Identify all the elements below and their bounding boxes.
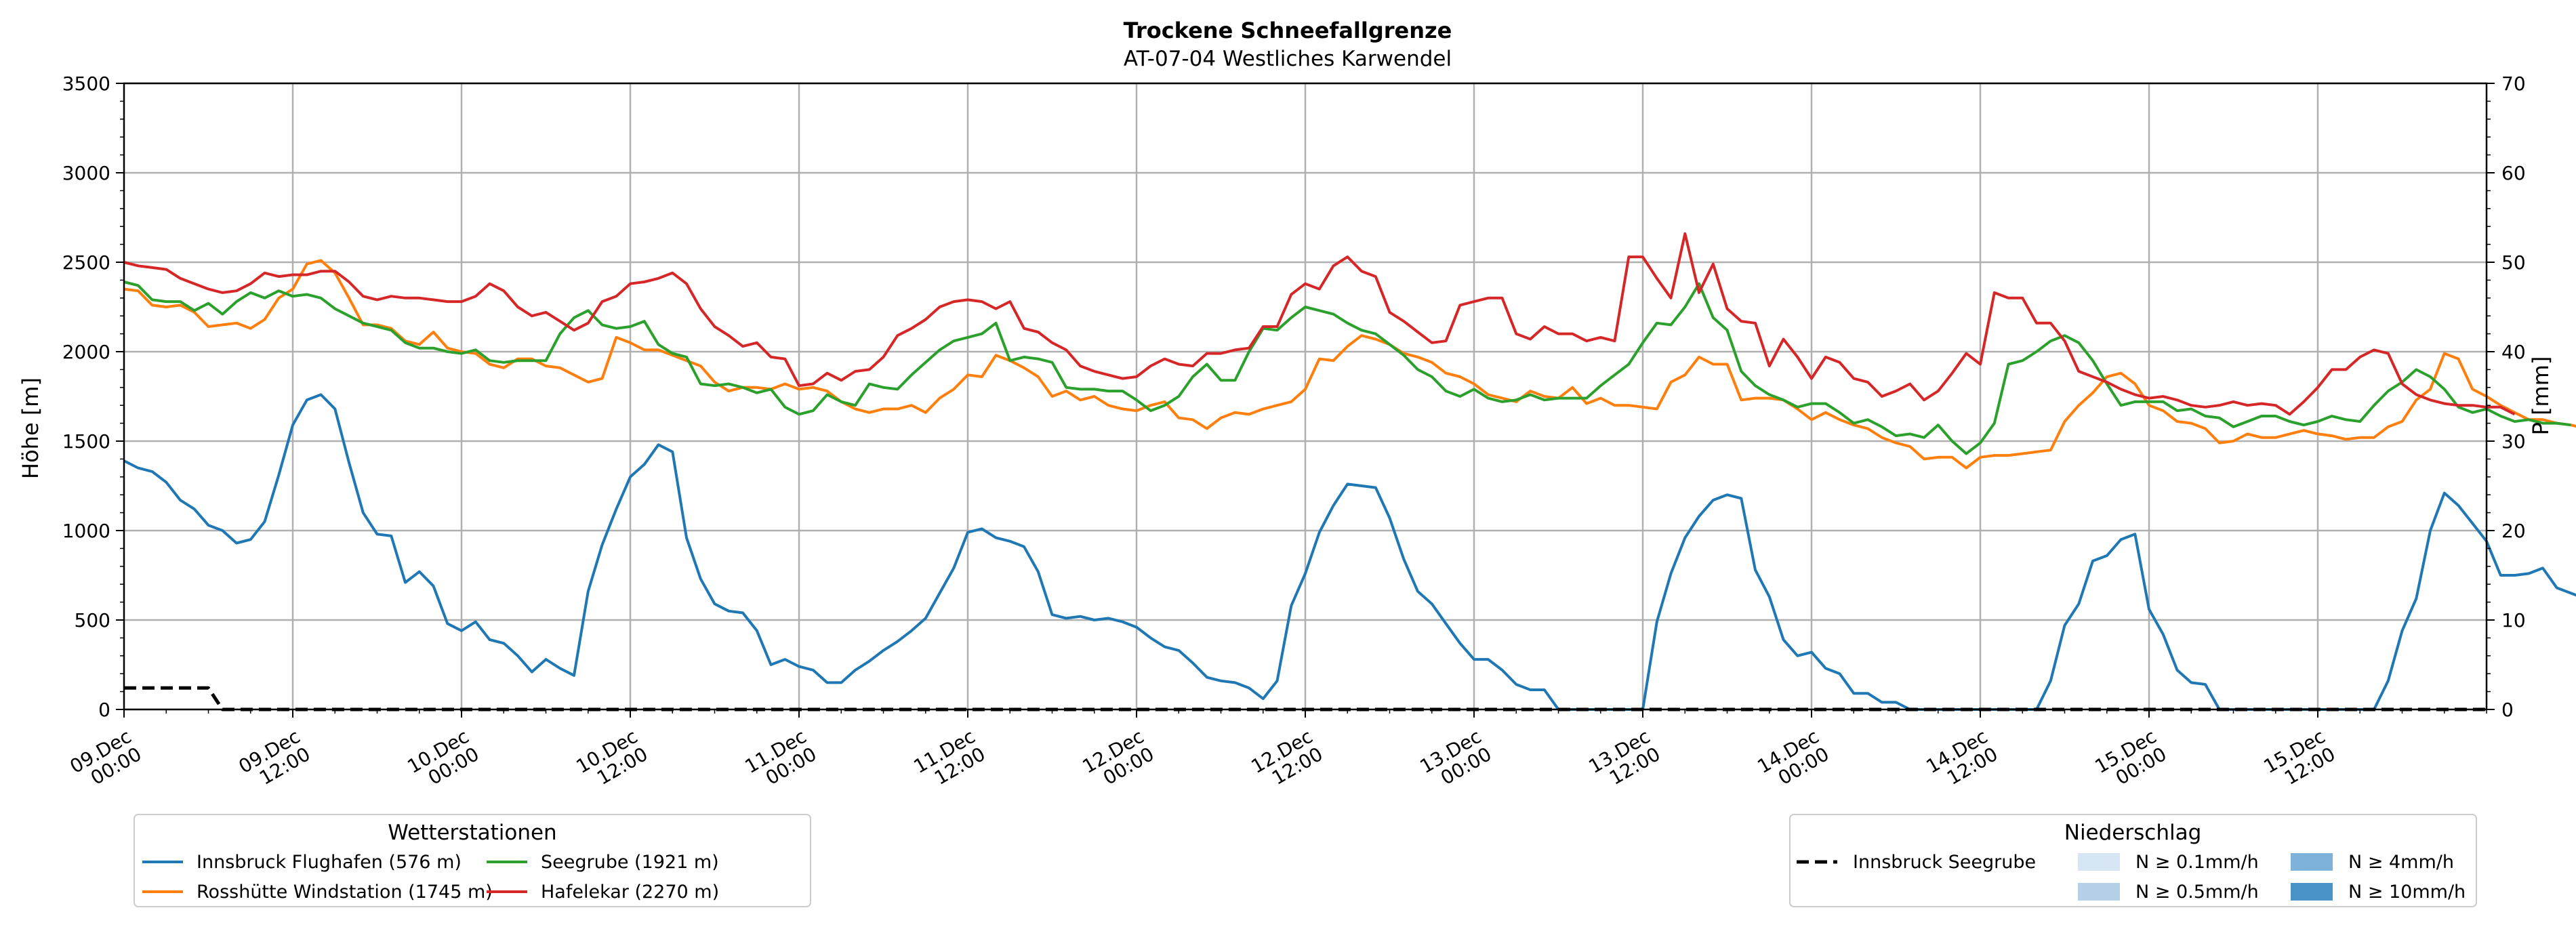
series-lines	[123, 232, 2576, 711]
series-line-innsbruck-seegrube	[124, 686, 2487, 711]
series-line-hafelekar-2270-m	[123, 232, 2516, 416]
y2-tick-label: 10	[2501, 609, 2526, 632]
series-line-seegrube-1921-m	[123, 281, 2571, 455]
y-axis-title: Höhe [m]	[18, 377, 43, 479]
grid	[124, 82, 2487, 711]
legend-label: N ≥ 4mm/h	[2348, 852, 2454, 873]
y-tick-label: 2500	[62, 251, 110, 274]
legend-label: N ≥ 0.1mm/h	[2135, 852, 2259, 873]
legend-niederschlag: Niederschlag Innsbruck Seegrube N ≥ 0.1mm/…	[1789, 814, 2477, 907]
y2-tick-label: 70	[2501, 73, 2526, 95]
y2-axis-title: P [mm]	[2528, 356, 2554, 436]
y-tick-label: 3500	[62, 73, 110, 95]
legend-label: N ≥ 0.5mm/h	[2135, 882, 2259, 903]
legend-swatch-patch	[2291, 883, 2333, 901]
y2-tick-label: 50	[2501, 251, 2526, 274]
legend-swatch-patch	[2291, 853, 2333, 871]
y-tick-label: 1500	[62, 430, 110, 453]
y-tick-label: 1000	[62, 520, 110, 542]
legend-label: N ≥ 10mm/h	[2348, 882, 2466, 903]
y2-tick-label: 60	[2501, 162, 2526, 184]
y-tick-label: 3000	[62, 162, 110, 184]
y2-tick-label: 40	[2501, 341, 2526, 363]
legend-label: Hafelekar (2270 m)	[541, 882, 719, 903]
plot-frame	[123, 82, 2488, 711]
legend-swatch-patch	[2078, 883, 2120, 901]
y-tick-label: 0	[98, 699, 110, 721]
legend-frame	[134, 814, 811, 907]
y-tick-label: 500	[75, 609, 110, 632]
y2-tick-label: 0	[2501, 699, 2514, 721]
legend-wetterstationen: Wetterstationen Innsbruck Flughafen (576 …	[134, 814, 811, 907]
legend-label: Seegrube (1921 m)	[541, 852, 719, 873]
chart-title: Trockene Schneefallgrenze	[1124, 18, 1452, 43]
legend-title: Niederschlag	[2064, 821, 2202, 845]
series-line-innsbruck-flughafen-576-m	[123, 393, 2576, 711]
chart-subtitle: AT-07-04 Westliches Karwendel	[1124, 47, 1452, 71]
legend-label: Innsbruck Seegrube	[1853, 852, 2036, 873]
y-tick-label: 2000	[62, 341, 110, 363]
y2-tick-label: 20	[2501, 520, 2526, 542]
legend-label: Rosshütte Windstation (1745 m)	[197, 882, 493, 903]
legend-swatch-patch	[2078, 853, 2120, 871]
legend-title: Wetterstationen	[388, 821, 556, 845]
legend-label: Innsbruck Flughafen (576 m)	[197, 852, 462, 873]
y2-tick-label: 30	[2501, 430, 2526, 453]
